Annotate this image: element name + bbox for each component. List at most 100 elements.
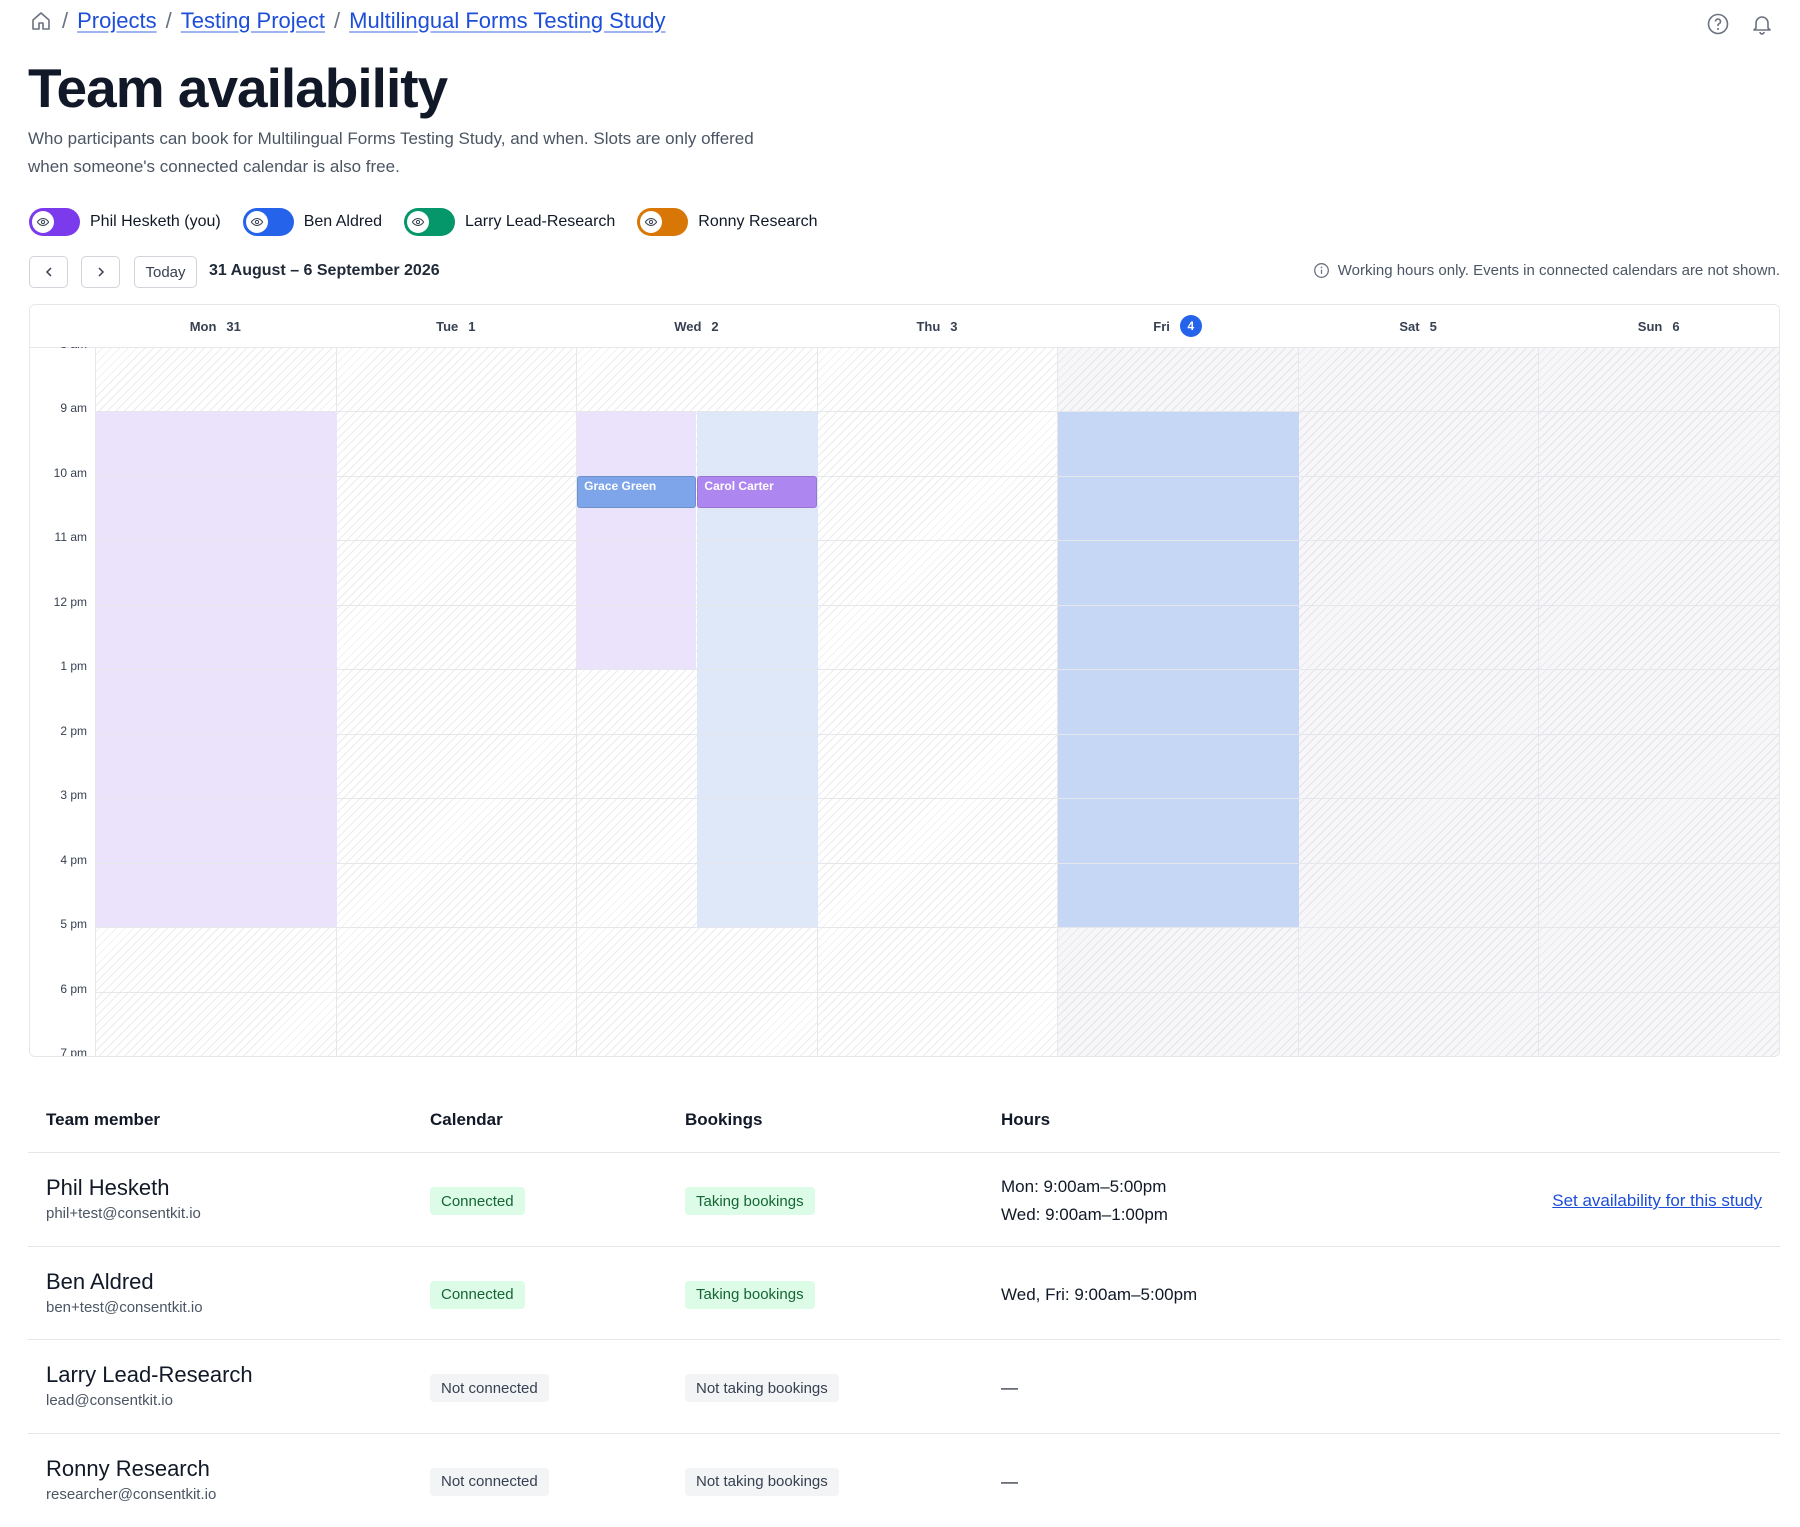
day-column xyxy=(335,347,578,1056)
member-toggle[interactable]: Ben Aldred xyxy=(242,208,382,236)
hour-line xyxy=(95,927,1779,929)
calendar: Mon 31 Tue 1 Wed 2 Thu 3 Fri 4 Sat 5 Sun 6 8 am 9 am 10… xyxy=(29,304,1780,1057)
booking-event[interactable]: Carol Carter xyxy=(697,475,817,509)
hour-label: 5 pm xyxy=(60,917,87,932)
member-email: phil+test@consentkit.io xyxy=(46,1205,201,1222)
hour-label: 9 am xyxy=(60,401,87,416)
breadcrumb-link[interactable]: Projects xyxy=(77,8,157,33)
calendar-header: Mon 31 Tue 1 Wed 2 Thu 3 Fri 4 Sat 5 Sun 6 xyxy=(30,305,1779,348)
hour-line xyxy=(95,669,1779,671)
hour-label: 12 pm xyxy=(53,594,87,609)
prev-button[interactable] xyxy=(29,256,68,288)
hour-line xyxy=(95,347,1779,348)
breadcrumb-separator: / xyxy=(165,8,172,33)
day-column xyxy=(1538,347,1779,1056)
column-header: Calendar xyxy=(430,1110,503,1129)
toggle-switch[interactable] xyxy=(242,208,294,236)
hours-line: — xyxy=(1001,1378,1018,1397)
day-header: Sat 5 xyxy=(1298,305,1539,347)
help-icon[interactable] xyxy=(1706,12,1730,36)
hours-line: Wed, Fri: 9:00am–5:00pm xyxy=(1001,1284,1198,1304)
hour-line xyxy=(95,604,1779,606)
member-toggle[interactable]: Ronny Research xyxy=(637,208,817,236)
hour-line xyxy=(95,798,1779,800)
member-toggle[interactable]: Phil Hesketh (you) xyxy=(29,208,221,236)
member-toggle[interactable]: Larry Lead-Research xyxy=(404,208,615,236)
availability-link[interactable]: Set availability for this study xyxy=(1552,1191,1762,1210)
day-name: Fri xyxy=(1153,318,1170,334)
column-header: Team member xyxy=(46,1110,161,1129)
next-button[interactable] xyxy=(81,256,120,288)
today-button[interactable]: Today xyxy=(134,256,197,288)
description: Who participants can book for Multilingu… xyxy=(28,129,754,176)
member-name: Larry Lead-Research xyxy=(46,1362,253,1387)
day-header: Mon 31 xyxy=(95,305,336,347)
bell-icon[interactable] xyxy=(1750,12,1774,36)
calendar-badge: Connected xyxy=(430,1187,525,1215)
bookings-badge: Not taking bookings xyxy=(685,1374,839,1402)
toggle-switch[interactable] xyxy=(29,208,80,236)
member-email: ben+test@consentkit.io xyxy=(46,1298,203,1316)
member-name: Ben Aldred xyxy=(46,1268,154,1294)
hour-line xyxy=(95,540,1779,542)
toggle-knob xyxy=(640,211,663,233)
day-column xyxy=(1297,347,1540,1056)
bookings-badge: Not taking bookings xyxy=(685,1467,839,1496)
day-header: Sun 6 xyxy=(1538,305,1779,347)
member-name: Phil Hesketh (you) xyxy=(90,213,221,230)
booking-event[interactable]: Grace Green xyxy=(577,475,697,509)
date-range: 31 August – 6 September 2026 xyxy=(209,262,440,279)
bookings-badge: Taking bookings xyxy=(685,1280,815,1309)
calendar-badge: Not connected xyxy=(430,1374,549,1402)
member-name: Phil Hesketh xyxy=(46,1175,170,1200)
breadcrumb: / Projects / Testing Project / Multilingual F… xyxy=(29,8,665,34)
breadcrumb-link[interactable]: Multilingual Forms Testing Study xyxy=(349,8,666,33)
hour-label: 11 am xyxy=(54,530,87,545)
calendar-body: 8 am 9 am 10 am 11 am 12 pm 1 pm 2 pm 3 pm 4 pm 5… xyxy=(30,347,1779,1056)
hours-list: — xyxy=(1001,1374,1018,1402)
hours-line: Wed: 9:00am–1:00pm xyxy=(1001,1205,1168,1224)
day-column xyxy=(816,347,1059,1056)
day-name: Wed xyxy=(674,318,702,334)
member-name: Ben Aldred xyxy=(303,213,382,230)
toggle-knob xyxy=(407,211,429,233)
hour-label: 6 pm xyxy=(60,981,87,996)
table-row: Ronny Research researcher@consentkit.io No… xyxy=(28,1432,1780,1527)
day-date: 1 xyxy=(468,318,476,334)
hours-line: Mon: 9:00am–5:00pm xyxy=(1001,1177,1167,1196)
toggle-knob xyxy=(32,211,54,233)
day-header: Wed 2 xyxy=(576,305,817,347)
day-date: 4 xyxy=(1179,315,1202,337)
hours-line: — xyxy=(1001,1471,1018,1491)
hour-label: 3 pm xyxy=(60,788,87,803)
day-name: Sun xyxy=(1637,318,1663,334)
hour-line xyxy=(95,991,1779,993)
column-header: Hours xyxy=(1001,1110,1051,1129)
member-email: lead@consentkit.io xyxy=(46,1392,173,1409)
breadcrumb-link[interactable]: Testing Project xyxy=(180,8,326,33)
table-row: Ben Aldred ben+test@consentkit.io Connecte… xyxy=(28,1245,1780,1340)
hour-label: 10 am xyxy=(53,465,87,480)
table-row: Larry Lead-Research lead@consentkit.io Not… xyxy=(28,1339,1780,1433)
toggle-switch[interactable] xyxy=(404,208,455,236)
hour-line xyxy=(95,475,1779,477)
member-email: researcher@consentkit.io xyxy=(46,1485,217,1503)
day-name: Tue xyxy=(436,318,459,334)
day-header: Tue 1 xyxy=(336,305,577,347)
toggle-switch[interactable] xyxy=(637,208,689,236)
hour-label: 4 pm xyxy=(60,852,87,867)
hour-line xyxy=(95,733,1779,735)
day-name: Sat xyxy=(1399,318,1420,334)
day-date: 6 xyxy=(1672,318,1680,334)
breadcrumb-separator: / xyxy=(334,8,341,33)
hour-line xyxy=(95,411,1779,413)
toggle-knob xyxy=(245,211,268,233)
info-icon xyxy=(1313,263,1329,278)
member-name: Ronny Research xyxy=(698,213,818,230)
hour-label: 8 am xyxy=(30,347,87,351)
page-title: Team availability xyxy=(28,57,448,119)
home-icon[interactable] xyxy=(29,9,53,33)
hour-label: 2 pm xyxy=(60,723,87,738)
member-name: Larry Lead-Research xyxy=(465,213,616,230)
day-date: 2 xyxy=(711,318,719,334)
